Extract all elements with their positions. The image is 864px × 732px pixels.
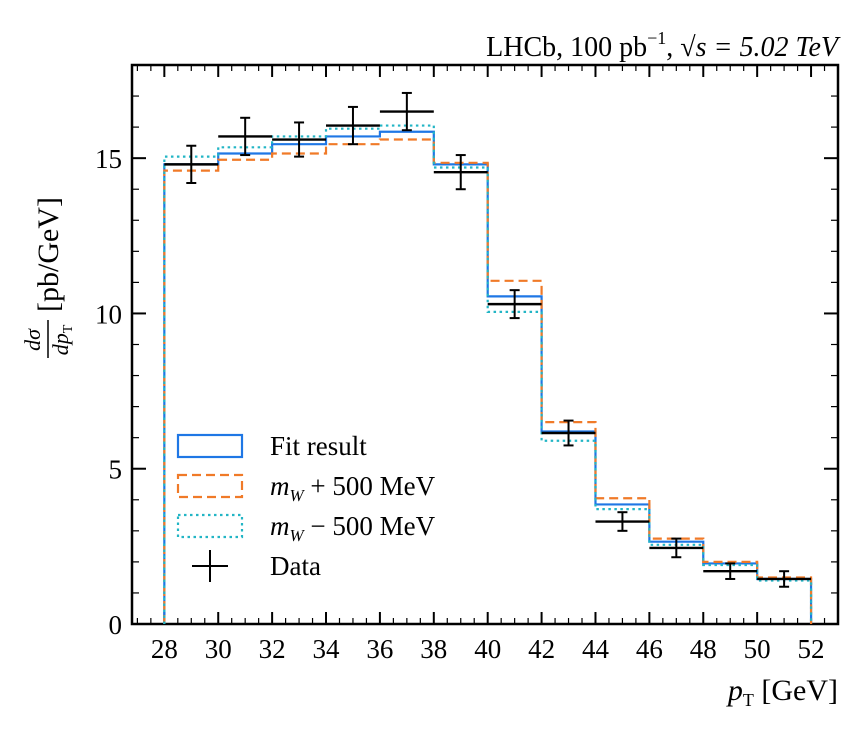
data-point [326, 105, 380, 146]
x-tick-label: 46 [636, 634, 663, 664]
svg-text:dpT: dpT [48, 324, 76, 355]
data-point [703, 562, 758, 580]
x-tick-label: 42 [528, 634, 555, 664]
plot-area [130, 63, 840, 626]
x-tick-label: 40 [474, 634, 501, 664]
x-label-subscript: T [743, 690, 754, 710]
chart-title: LHCb, 100 pb−1, √s = 5.02 TeV [486, 28, 841, 63]
y-tick-label: 5 [109, 455, 123, 485]
x-axis-label: pT [GeV] [726, 674, 838, 710]
legend-label: mW + 500 MeV [270, 471, 436, 505]
x-tick-label: 38 [420, 634, 447, 664]
x-tick-label: 32 [259, 634, 286, 664]
x-tick-label: 28 [151, 634, 178, 664]
legend-label: mW − 500 MeV [270, 511, 436, 545]
legend-entry-3: mW − 500 MeV [176, 511, 436, 545]
data-point [164, 144, 219, 185]
title-prefix: LHCb, 100 pb [486, 32, 647, 63]
y-tick-label: 0 [109, 610, 123, 640]
x-tick-label: 50 [744, 634, 771, 664]
y-label-unit: [pb/GeV] [32, 197, 65, 312]
legend-entry-2: mW + 500 MeV [176, 471, 436, 505]
data-point [433, 154, 488, 191]
axis-ticks: 28 30 32 34 36 38 40 42 44 46 48 50 52 0 5 10 15 [95, 64, 839, 664]
y-axis-label: dσ dpT [pb/GeV] [20, 197, 76, 358]
plot-frame [130, 63, 840, 626]
data-point [541, 419, 596, 447]
data-point [379, 91, 434, 132]
x-label-symbol: p [726, 674, 743, 707]
legend-swatch [176, 473, 244, 499]
data-point [272, 121, 327, 158]
x-tick-label: 34 [313, 634, 341, 664]
legend-label: Fit result [270, 431, 367, 461]
y-tick-label: 10 [95, 299, 122, 329]
data-layer [164, 91, 812, 588]
y-label-denominator-subscript: T [61, 324, 76, 333]
legend-swatch [176, 513, 244, 539]
x-tick-label: 44 [582, 634, 610, 664]
x-tick-label: 48 [690, 634, 717, 664]
svg-text:[pb/GeV]: [pb/GeV] [32, 197, 65, 312]
x-tick-label: 36 [366, 634, 393, 664]
data-point [757, 570, 812, 588]
title-sqrt-s: √s = 5.02 TeV [680, 32, 841, 63]
y-label-numerator: dσ [20, 328, 45, 351]
legend-entry-4: Data [192, 550, 321, 582]
svg-text:dσ: dσ [20, 328, 45, 351]
data-point [487, 289, 542, 320]
data-point [649, 537, 704, 559]
data-point [218, 116, 273, 157]
y-label-denominator: dp [48, 333, 73, 355]
x-tick-label: 52 [798, 634, 825, 664]
x-tick-label: 30 [205, 634, 232, 664]
data-point [595, 511, 650, 532]
legend: Fit result mW + 500 MeV mW − 500 MeV Data [176, 431, 436, 582]
legend-entry-1: Fit result [176, 431, 367, 461]
title-superscript: −1 [647, 28, 666, 48]
x-label-unit: [GeV] [754, 674, 838, 707]
y-tick-label: 15 [95, 144, 122, 174]
legend-swatch [176, 433, 244, 459]
legend-label: Data [270, 551, 321, 581]
series-layer [163, 124, 813, 624]
